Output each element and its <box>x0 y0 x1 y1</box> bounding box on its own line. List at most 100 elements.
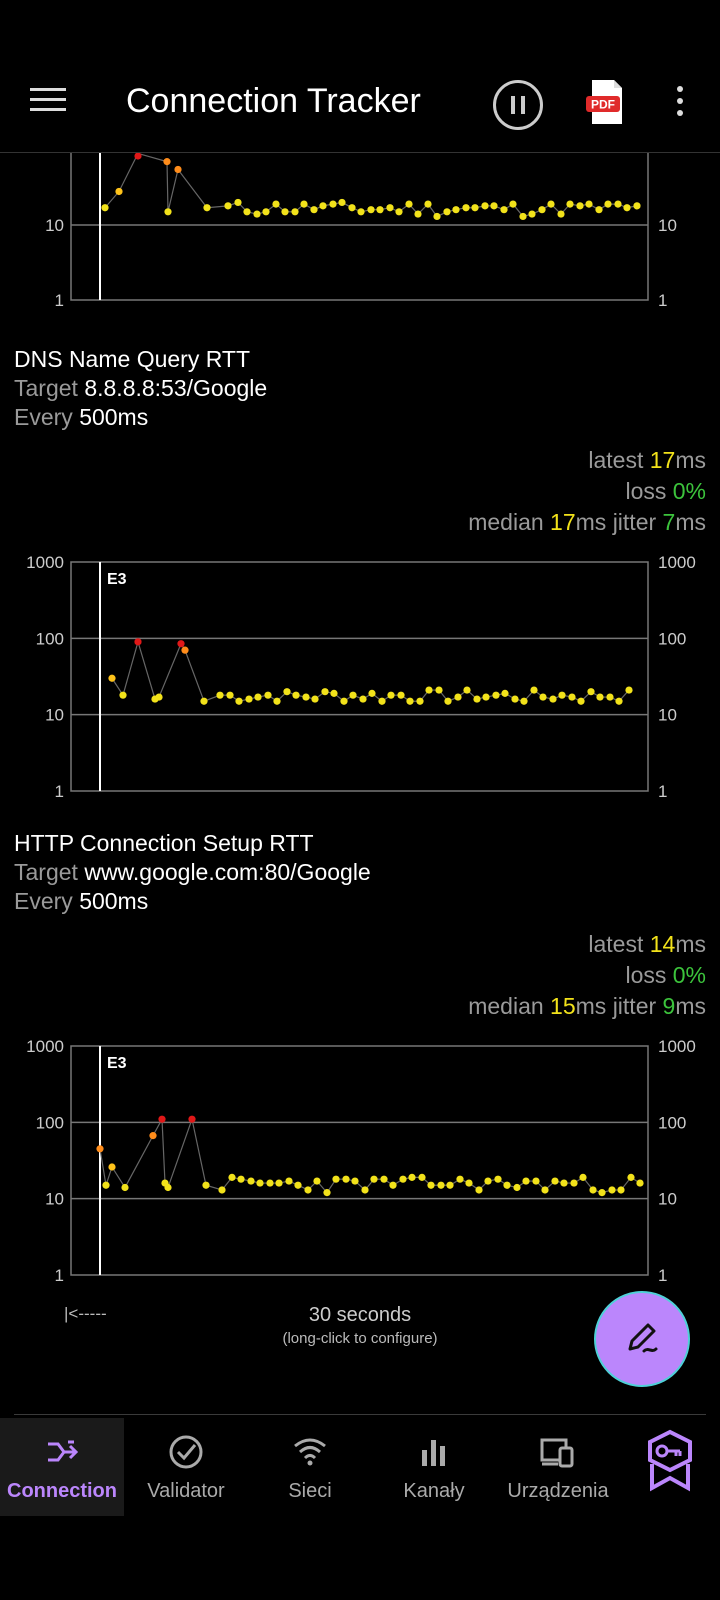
rtt-point <box>395 208 403 216</box>
latest-line: latest 17ms <box>468 445 706 476</box>
nav-item-sieci[interactable]: Sieci <box>248 1418 372 1516</box>
rtt-point <box>177 640 185 648</box>
loss-line: loss 0% <box>468 476 706 507</box>
rtt-point <box>96 1145 104 1153</box>
loss-value: 0% <box>672 478 706 504</box>
median-value: 15 <box>550 993 576 1019</box>
interval-label: Every <box>14 404 73 430</box>
rtt-point <box>370 1175 378 1183</box>
y-tick-right: 10 <box>658 706 677 725</box>
rtt-point <box>608 1186 616 1194</box>
premium-badge-icon[interactable] <box>640 1428 700 1492</box>
rtt-point <box>304 1186 312 1194</box>
loss-label: loss <box>625 962 667 988</box>
rtt-point <box>539 693 547 701</box>
rtt-point <box>351 1177 359 1185</box>
scroll-back-label[interactable]: |<----- <box>64 1304 107 1323</box>
menu-icon[interactable] <box>30 88 66 116</box>
rtt-point <box>101 204 109 212</box>
rtt-point <box>283 688 291 696</box>
chart-marker: E3 <box>107 1055 127 1072</box>
rtt-point <box>558 691 566 699</box>
rtt-point <box>164 208 172 216</box>
rtt-point <box>361 1186 369 1194</box>
rtt-point <box>557 210 565 218</box>
latest-value: 14 <box>649 931 676 957</box>
rtt-point <box>424 200 432 208</box>
rtt-point <box>446 1181 454 1189</box>
rtt-point <box>532 1177 540 1185</box>
rtt-point <box>273 697 281 705</box>
rtt-point <box>615 697 623 705</box>
jitter-value: 7 <box>662 509 676 535</box>
interval-line: Every 500ms <box>14 887 706 916</box>
pdf-export-icon[interactable]: PDF <box>586 78 626 126</box>
rtt-point <box>164 1183 172 1192</box>
rtt-point <box>115 187 123 196</box>
rtt-point <box>418 1173 426 1181</box>
interval-value: 500ms <box>79 404 149 430</box>
jitter-label: ms jitter <box>575 993 657 1019</box>
median-line: median 15ms jitter 9ms <box>468 991 706 1022</box>
rtt-point <box>530 686 538 694</box>
rtt-point <box>585 200 593 208</box>
y-tick-left: 10 <box>45 1190 64 1209</box>
nav-item-kanaly[interactable]: Kanały <box>372 1418 496 1516</box>
rtt-point <box>408 1173 416 1181</box>
y-tick-right: 100 <box>658 629 686 648</box>
app-title: Connection Tracker <box>126 82 421 120</box>
rtt-point <box>158 1115 166 1123</box>
nav-label: Sieci <box>288 1480 332 1502</box>
rtt-point <box>492 691 500 699</box>
y-tick-left: 1000 <box>26 1037 64 1056</box>
y-tick-right: 1000 <box>658 1037 696 1056</box>
http-rtt-chart: 1000 1000 100 100 10 10 1 1 E3 <box>26 1037 696 1284</box>
rtt-point <box>551 1177 559 1185</box>
nav-item-urzadzenia[interactable]: Urządzenia <box>496 1418 620 1516</box>
chart-marker: E3 <box>107 571 127 588</box>
rtt-point <box>254 693 262 701</box>
target-label: Target <box>14 859 78 885</box>
interval-value: 500ms <box>79 888 149 914</box>
y-tick-left: 10 <box>45 706 64 725</box>
rtt-chart-top: 10 10 1 1 <box>45 150 677 310</box>
edit-icon <box>628 1323 658 1353</box>
overflow-menu-icon[interactable] <box>676 86 684 122</box>
rtt-point <box>340 697 348 705</box>
rtt-point <box>560 1179 568 1187</box>
rtt-point <box>378 697 386 705</box>
wifi-icon <box>294 1438 326 1466</box>
rtt-point <box>549 695 557 703</box>
rtt-point <box>614 200 622 208</box>
rtt-point <box>519 212 527 221</box>
pause-button[interactable] <box>493 80 543 130</box>
rtt-point <box>291 208 299 216</box>
rtt-point <box>155 693 163 701</box>
rtt-point <box>234 198 242 207</box>
nav-item-validator[interactable]: Validator <box>124 1418 248 1516</box>
rtt-point <box>606 693 614 701</box>
rtt-point <box>247 1177 255 1185</box>
y-tick-left: 10 <box>45 216 64 235</box>
rtt-point <box>427 1181 435 1189</box>
median-label: median <box>468 509 544 535</box>
dns-rtt-chart: 1000 1000 100 100 10 10 1 1 E3 <box>26 553 696 800</box>
rtt-point <box>359 695 367 703</box>
bar-chart-icon <box>422 1440 445 1466</box>
loss-line: loss 0% <box>468 960 706 991</box>
rtt-point <box>218 1186 226 1194</box>
pdf-label: PDF <box>591 98 615 112</box>
rtt-point <box>102 1181 110 1189</box>
rtt-point <box>568 693 576 701</box>
devices-icon <box>540 1438 574 1468</box>
nav-label: Kanały <box>403 1480 465 1502</box>
rtt-point <box>501 689 509 697</box>
interval-label: Every <box>14 888 73 914</box>
y-tick-left: 1000 <box>26 553 64 572</box>
y-tick-right: 1 <box>658 1266 667 1284</box>
edit-fab-button[interactable] <box>594 1291 690 1387</box>
connection-icon <box>48 1440 79 1462</box>
rtt-point <box>454 693 462 701</box>
latest-line: latest 14ms <box>468 929 706 960</box>
nav-item-connection[interactable]: Connection <box>0 1418 124 1516</box>
